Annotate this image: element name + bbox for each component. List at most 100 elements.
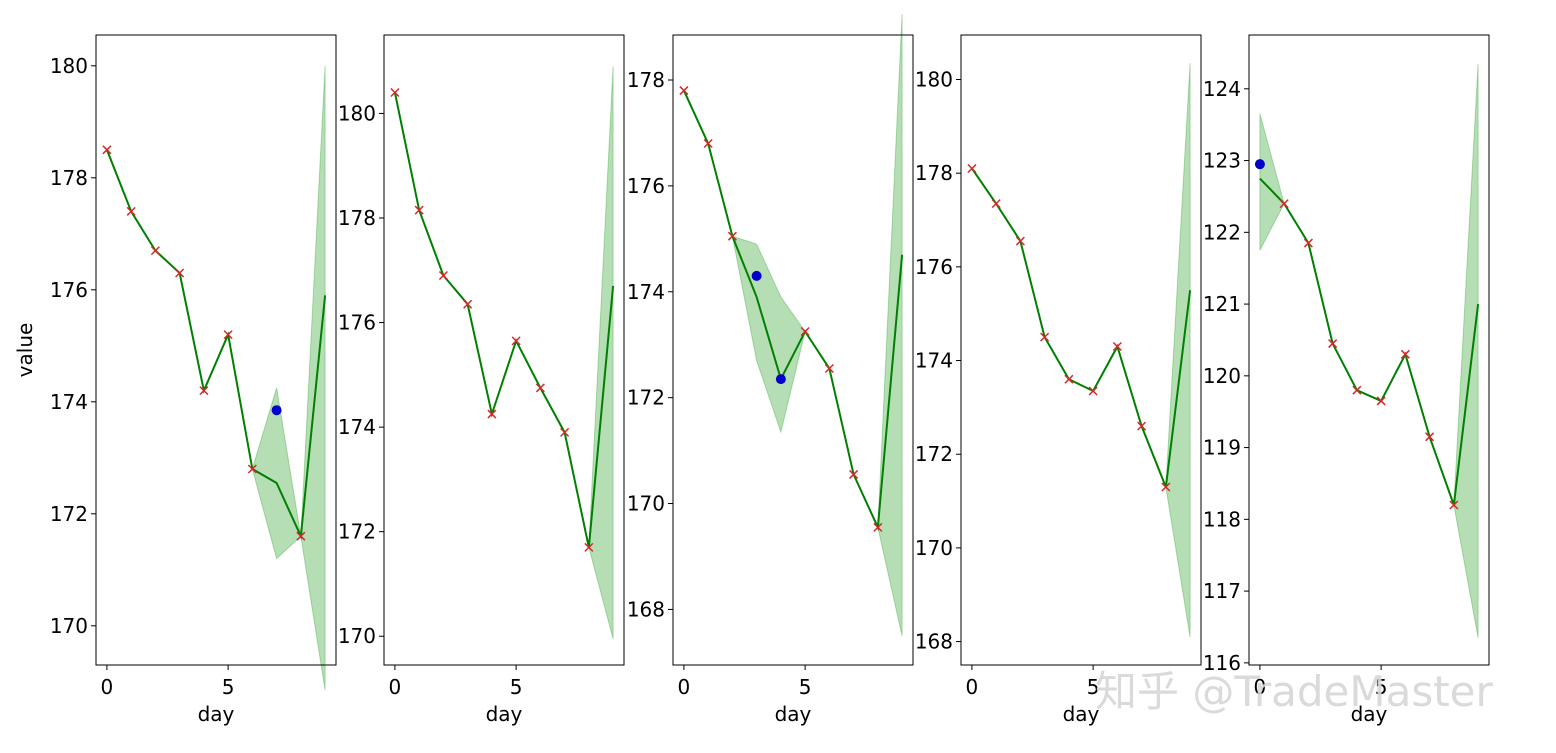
data-point-x-marker [1352,385,1362,395]
data-point-x-marker [1137,421,1147,431]
confidence-band [877,13,903,636]
y-tick-label: 170 [915,536,953,560]
data-point-x-marker [1328,339,1338,349]
axes-frame [95,34,337,666]
x-marker-stroke [1376,396,1386,406]
data-point-x-marker [1088,386,1098,396]
x-marker-stroke [223,330,233,340]
x-tick-label: 0 [678,675,691,699]
data-point-x-marker [296,531,306,541]
x-axis-label: day [1063,702,1100,726]
data-point-x-marker [679,86,689,96]
data-point-x-marker [438,270,448,281]
y-tick-label: 178 [627,68,665,92]
data-point-x-marker [1279,199,1289,209]
x-marker-stroke [703,138,713,149]
series-line [393,92,615,548]
panel-3: 168 170 172 174 176 178 0 5 day [627,13,914,726]
x-tick-label: 0 [389,675,402,699]
x-marker-stroke [1112,341,1122,352]
x-marker-stroke [873,522,883,532]
panel-5: 116 117 118 119 120 121 122 123 124 0 5 day [1203,34,1490,726]
data-point-x-marker [727,231,737,241]
x-marker-stroke [1400,349,1410,359]
data-point-x-marker [1449,500,1459,510]
panel-1: 170 172 174 176 178 180 0 5 day value [13,34,337,726]
x-axis-label: day [198,702,235,726]
data-point-x-marker [703,138,713,149]
data-point-x-marker [102,145,112,155]
data-point-x-marker [1161,482,1171,492]
data-point-x-marker [247,464,257,474]
x-axis-label: day [1351,702,1388,726]
data-point-dot [271,405,282,416]
data-point-x-marker [560,427,570,437]
x-axis-label: day [775,702,812,726]
series-line [682,90,904,532]
y-tick-label: 172 [627,386,665,410]
x-marker-stroke [727,231,737,241]
axes-frame [383,34,625,666]
y-tick-label: 174 [627,280,665,304]
y-tick-label: 121 [1203,292,1241,316]
data-point-x-marker [126,206,136,216]
data-point-x-marker [824,363,834,374]
data-point-x-marker [511,336,521,346]
panel-2: 170 172 174 176 178 180 0 5 day [338,34,625,726]
data-point-x-marker [463,299,473,309]
x-marker-stroke [1449,500,1459,510]
x-marker-stroke [414,205,424,215]
y-tick-label: 176 [338,311,376,335]
y-tick-label: 172 [915,442,953,466]
y-tick-label: 178 [915,161,953,185]
x-tick-label: 5 [799,675,812,699]
x-marker-stroke [390,87,400,98]
x-marker-stroke [199,386,209,396]
confidence-band [1259,113,1285,251]
x-marker-stroke [800,326,810,337]
y-tick-label: 122 [1203,220,1241,244]
y-tick-label: 168 [627,597,665,621]
data-point-x-marker [1064,374,1074,384]
x-marker-stroke [967,163,977,174]
y-axis-label: value [13,323,37,378]
x-marker-stroke [1328,339,1338,349]
data-point-dot [775,374,786,385]
y-tick-label: 168 [915,630,953,654]
x-marker-stroke [1137,421,1147,431]
data-point-x-marker [1040,332,1050,342]
x-marker-stroke [824,363,834,374]
y-tick-label: 172 [338,520,376,544]
x-tick-label: 0 [966,675,979,699]
x-marker-stroke [991,199,1001,209]
x-marker-stroke [849,469,859,479]
data-point-x-marker [223,330,233,340]
series-line [1259,177,1480,506]
x-tick-label: 5 [510,675,523,699]
y-tick-label: 176 [50,278,88,302]
x-marker-stroke [679,86,689,96]
y-tick-label: 176 [627,174,665,198]
x-tick-label: 5 [1375,675,1388,699]
y-tick-label: 117 [1203,579,1241,603]
y-tick-label: 172 [50,502,88,526]
confidence-band [588,66,614,639]
y-tick-label: 180 [915,67,953,91]
confidence-band [1453,63,1479,638]
x-marker-stroke [487,409,497,419]
x-marker-stroke [1161,482,1171,492]
data-point-x-marker [873,522,883,532]
x-marker-stroke [1303,238,1313,248]
data-point-x-marker [1425,432,1435,442]
x-marker-stroke [126,206,136,216]
x-marker-stroke [175,268,185,278]
y-tick-label: 178 [338,206,376,230]
data-point-x-marker [390,87,400,98]
y-tick-label: 124 [1203,77,1241,101]
x-tick-label: 0 [101,675,114,699]
x-marker-stroke [1040,332,1050,342]
data-point-x-marker [487,409,497,419]
x-marker-stroke [1064,374,1074,384]
y-tick-label: 118 [1203,507,1241,531]
y-tick-label: 178 [50,166,88,190]
